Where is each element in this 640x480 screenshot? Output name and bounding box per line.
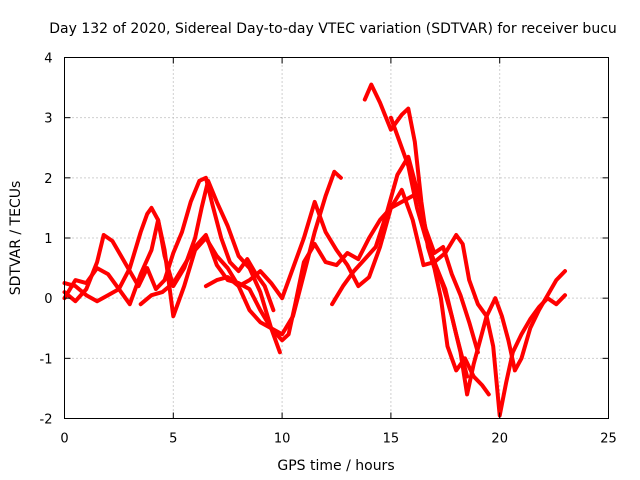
x-tick-label: 5 — [169, 432, 177, 447]
y-axis-tick-labels: -2 -1 0 1 2 3 4 — [40, 52, 53, 428]
y-tick-label: 4 — [44, 52, 52, 67]
x-tick-label: 10 — [274, 432, 291, 447]
x-tick-label: 15 — [383, 432, 400, 447]
data-series — [62, 82, 567, 418]
y-tick-label: 3 — [44, 112, 52, 127]
y-tick-label: -2 — [40, 413, 53, 428]
y-tick-label: -1 — [40, 352, 53, 367]
axis-ticks — [64, 57, 609, 419]
y-axis-label: SDTVAR / TECUs — [8, 181, 24, 296]
y-tick-label: 0 — [44, 292, 52, 307]
chart-title: Day 132 of 2020, Sidereal Day-to-day VTE… — [49, 21, 617, 37]
series-trace-9 — [432, 233, 567, 373]
series-trace-8 — [388, 115, 567, 418]
x-tick-label: 25 — [600, 432, 617, 447]
x-axis-tick-labels: 0 5 10 15 20 25 — [60, 432, 616, 447]
y-tick-label: 1 — [44, 232, 52, 247]
series-trace-4 — [138, 193, 415, 343]
x-tick-label: 0 — [60, 432, 68, 447]
grid — [64, 57, 609, 419]
series-trace-5 — [203, 187, 470, 379]
x-tick-label: 20 — [491, 432, 508, 447]
x-axis-label: GPS time / hours — [277, 458, 394, 474]
series-trace-2 — [62, 175, 276, 313]
y-tick-label: 2 — [44, 172, 52, 187]
series-trace-6 — [330, 154, 480, 355]
